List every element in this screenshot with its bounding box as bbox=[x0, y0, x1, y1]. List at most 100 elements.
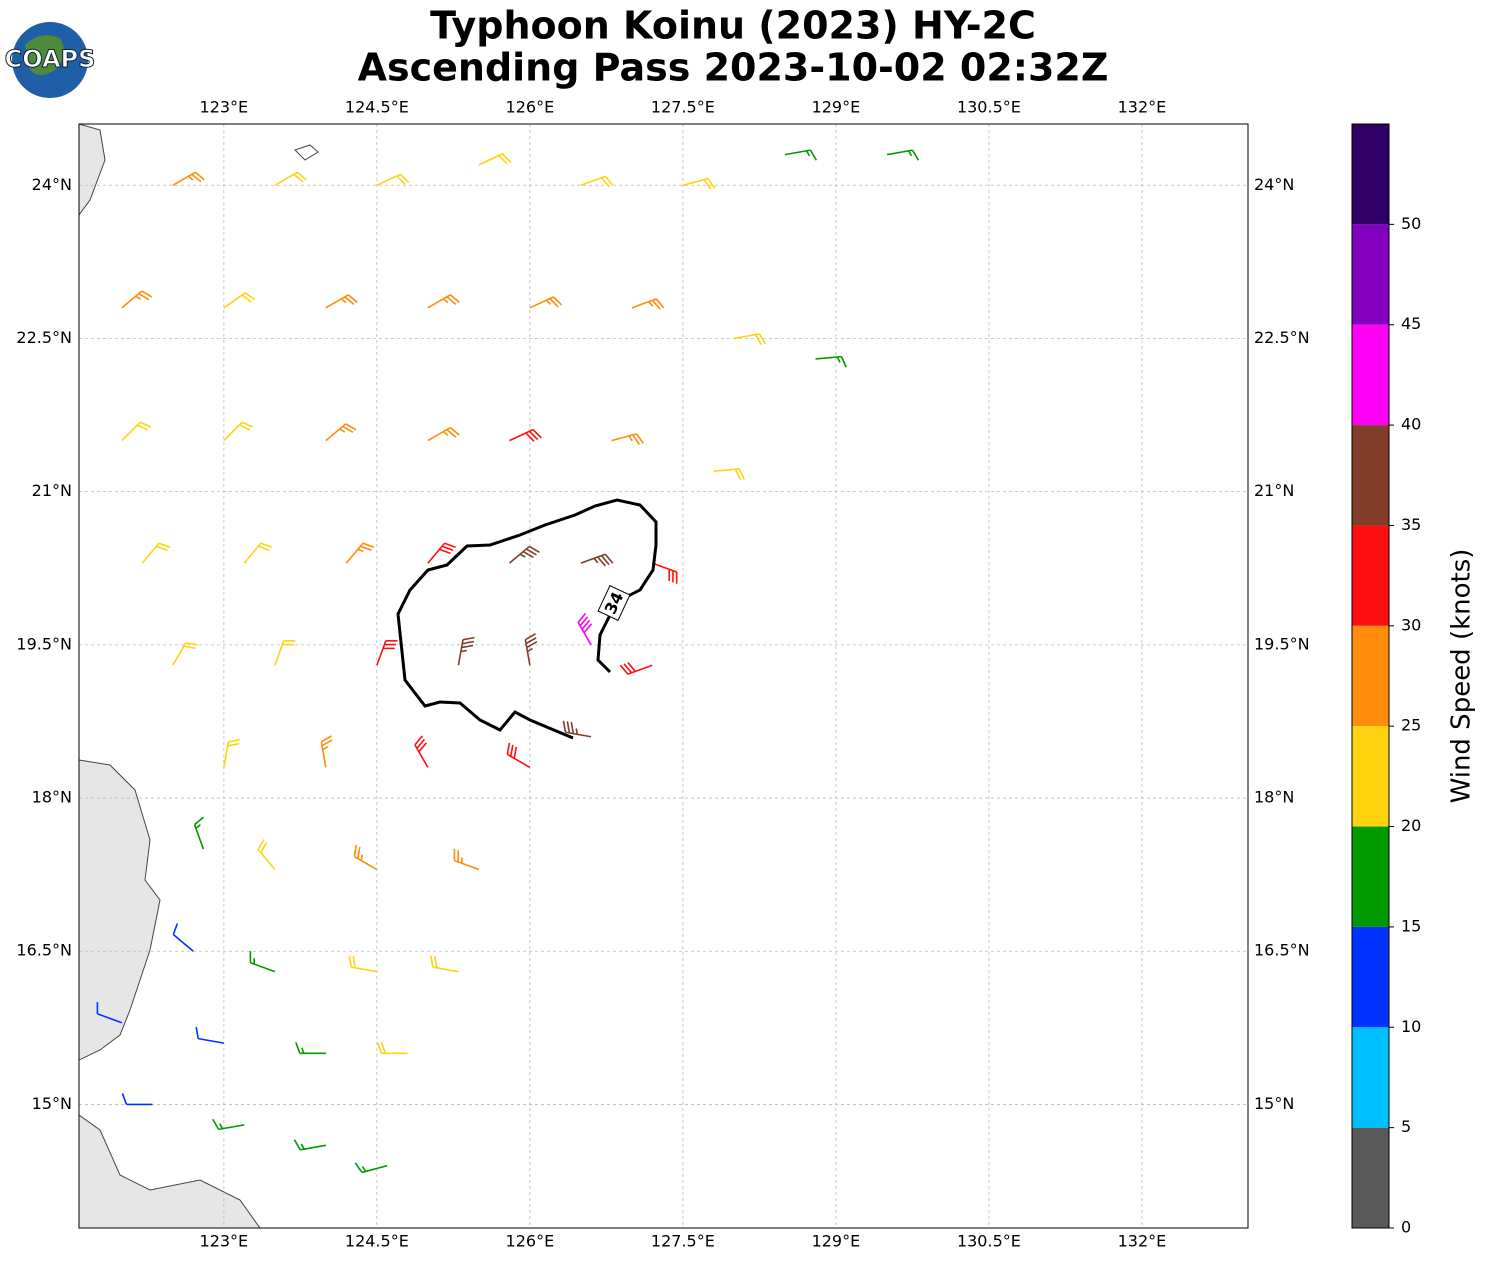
wind-barb bbox=[354, 1162, 388, 1174]
wind-barb bbox=[478, 153, 512, 166]
colorbar-bin bbox=[1352, 1127, 1389, 1228]
wind-barb bbox=[509, 428, 542, 442]
colorbar-bin bbox=[1352, 926, 1389, 1028]
colorbar-bin bbox=[1352, 726, 1389, 827]
grid bbox=[79, 124, 1248, 1228]
y-tick-label: 15°N bbox=[32, 1094, 72, 1113]
wind-barb bbox=[886, 149, 920, 161]
colorbar-bin bbox=[1352, 625, 1389, 727]
y-tick-label: 19.5°N bbox=[16, 634, 72, 653]
wind-barb bbox=[121, 290, 153, 309]
wind-barb bbox=[295, 1042, 326, 1055]
wind-barb bbox=[376, 1042, 408, 1055]
wind-barb bbox=[815, 355, 848, 368]
x-tick-label: 132°E bbox=[1118, 98, 1167, 117]
y-tick-label: 21°N bbox=[1254, 481, 1294, 500]
y-tick-label: 22.5°N bbox=[1254, 328, 1310, 347]
x-tick-label: 132°E bbox=[1118, 1232, 1167, 1251]
wind-barb bbox=[172, 923, 194, 952]
wind-barb bbox=[580, 553, 614, 567]
wind-barb bbox=[580, 175, 614, 188]
wind-barb bbox=[223, 738, 241, 768]
x-tick-label: 127.5°E bbox=[651, 98, 715, 117]
x-tick-label: 126°E bbox=[506, 98, 555, 117]
wind-barb bbox=[193, 816, 205, 850]
land bbox=[79, 759, 161, 1061]
colorbar-frame bbox=[1351, 123, 1390, 1229]
wind-barb bbox=[325, 294, 358, 309]
x-tick-label: 130.5°E bbox=[957, 98, 1021, 117]
logo-land bbox=[25, 35, 64, 75]
colorbar-tick-label: 20 bbox=[1401, 816, 1421, 835]
wind-barb bbox=[325, 423, 357, 442]
wind-barb bbox=[348, 955, 377, 973]
y-tick-label: 22.5°N bbox=[16, 328, 72, 347]
wind-barb bbox=[320, 735, 333, 768]
wind-barb bbox=[212, 1118, 245, 1131]
wind-barb bbox=[345, 542, 375, 564]
wind-barb bbox=[506, 742, 531, 769]
colorbar-tick-label: 15 bbox=[1401, 916, 1421, 935]
colorbar-tick-label: 30 bbox=[1401, 615, 1421, 634]
wind-barb bbox=[430, 955, 459, 973]
y-tick-label: 24°N bbox=[1254, 175, 1294, 194]
wind-barb bbox=[414, 735, 429, 768]
subtitle: Ascending Pass 2023-10-02 02:32Z bbox=[358, 46, 1109, 90]
colorbar-bin bbox=[1352, 124, 1389, 225]
colorbar-bin bbox=[1352, 525, 1389, 626]
colorbar-bin bbox=[1352, 826, 1389, 927]
wind-barb bbox=[508, 545, 540, 564]
wind-barb bbox=[652, 562, 678, 584]
wind-barb bbox=[631, 298, 665, 310]
x-tick-label: 126°E bbox=[506, 1232, 555, 1251]
y-tick-label: 16.5°N bbox=[16, 941, 72, 960]
wind-barb bbox=[96, 1002, 123, 1024]
colorbar-tick-label: 0 bbox=[1401, 1218, 1411, 1237]
colorbar-bin bbox=[1352, 224, 1389, 325]
map-frame bbox=[78, 123, 1249, 1229]
colorbar-tick-label: 5 bbox=[1401, 1117, 1411, 1136]
wind-barb bbox=[529, 296, 563, 309]
wind-barb bbox=[172, 641, 198, 666]
colorbar-tick-label: 25 bbox=[1401, 716, 1421, 735]
logo-text: COAPS bbox=[5, 45, 96, 73]
wind-barb bbox=[249, 951, 276, 973]
wind-barb bbox=[223, 421, 254, 442]
x-tick-label: 123°E bbox=[200, 1232, 249, 1251]
wind-barb bbox=[784, 149, 818, 161]
y-tick-label: 21°N bbox=[32, 481, 72, 500]
logo: COAPS bbox=[4, 22, 96, 98]
wind-barb bbox=[619, 661, 653, 675]
wind-barb bbox=[195, 1026, 224, 1044]
wind-barb bbox=[353, 844, 378, 871]
colorbar-label: Wind Speed (knots) bbox=[1447, 549, 1477, 804]
wind-barbs bbox=[96, 149, 920, 1174]
wind-barb bbox=[121, 421, 152, 442]
x-tick-label: 127.5°E bbox=[651, 1232, 715, 1251]
wind-barb bbox=[524, 633, 538, 666]
colorbar-tick-label: 10 bbox=[1401, 1017, 1421, 1036]
y-tick-label: 15°N bbox=[1254, 1094, 1294, 1113]
colorbar-tick-label: 40 bbox=[1401, 415, 1421, 434]
wind-barb bbox=[427, 542, 456, 564]
wind-barb bbox=[376, 173, 410, 187]
wind-barb bbox=[293, 1139, 326, 1151]
wind-barb bbox=[172, 171, 205, 186]
title: Typhoon Koinu (2023) HY-2C bbox=[430, 4, 1036, 48]
x-tick-label: 130.5°E bbox=[957, 1232, 1021, 1251]
y-tick-label: 18°N bbox=[32, 788, 72, 807]
wind-barb bbox=[682, 177, 716, 190]
wind-barb bbox=[376, 640, 398, 666]
colorbar-tick-label: 45 bbox=[1401, 314, 1421, 333]
wind-barb bbox=[457, 636, 475, 666]
wind-barb bbox=[243, 542, 273, 564]
island bbox=[294, 144, 319, 161]
ocean bbox=[79, 124, 1248, 1228]
land bbox=[79, 1114, 261, 1228]
contour-34kt bbox=[396, 498, 658, 740]
wind-barb bbox=[427, 426, 460, 442]
y-tick-label: 16.5°N bbox=[1254, 941, 1310, 960]
wind-barb bbox=[257, 839, 276, 871]
contour-label-box bbox=[597, 584, 631, 622]
